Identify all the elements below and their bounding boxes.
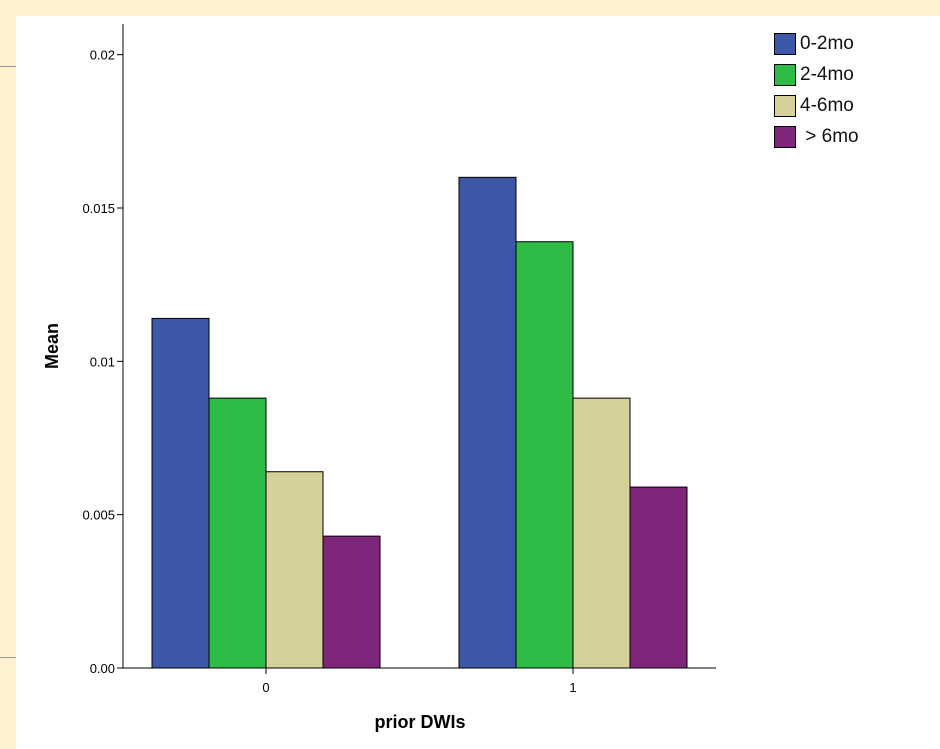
y-tick-label: 0.00: [90, 661, 115, 676]
y-axis-ticks: 0.00 0.005 0.01 0.015 0.02: [82, 48, 123, 676]
x-axis-label: prior DWIs: [374, 712, 465, 732]
bar: [515, 241, 574, 669]
bar: [629, 486, 688, 669]
legend-item: > 6mo: [774, 121, 859, 152]
side-panel-edge: [0, 66, 17, 658]
bar: [572, 397, 631, 669]
legend-label: > 6mo: [800, 125, 859, 147]
chart-marks: [151, 176, 688, 669]
legend-item: 0-2mo: [774, 28, 859, 59]
legend-item: 4-6mo: [774, 90, 859, 121]
legend-item: 2-4mo: [774, 59, 859, 90]
x-tick-label: 1: [569, 680, 576, 695]
bar: [208, 397, 267, 669]
y-tick-label: 0.005: [82, 508, 115, 523]
y-tick-label: 0.01: [90, 354, 115, 369]
legend-label: 2-4mo: [800, 63, 854, 85]
bar: [458, 176, 517, 669]
y-tick-label: 0.02: [90, 48, 115, 63]
legend-swatch: [774, 94, 796, 117]
legend-swatch: [774, 32, 796, 55]
legend-swatch: [774, 63, 796, 86]
bar: [151, 317, 210, 669]
legend-swatch: [774, 125, 796, 148]
bar: [265, 471, 324, 669]
y-axis-label: Mean: [42, 323, 62, 369]
bar: [322, 535, 381, 669]
legend-label: 4-6mo: [800, 94, 854, 116]
legend: 0-2mo 2-4mo 4-6mo > 6mo: [774, 28, 859, 152]
y-tick-label: 0.015: [82, 201, 115, 216]
legend-label: 0-2mo: [800, 32, 854, 54]
x-tick-label: 0: [262, 680, 269, 695]
